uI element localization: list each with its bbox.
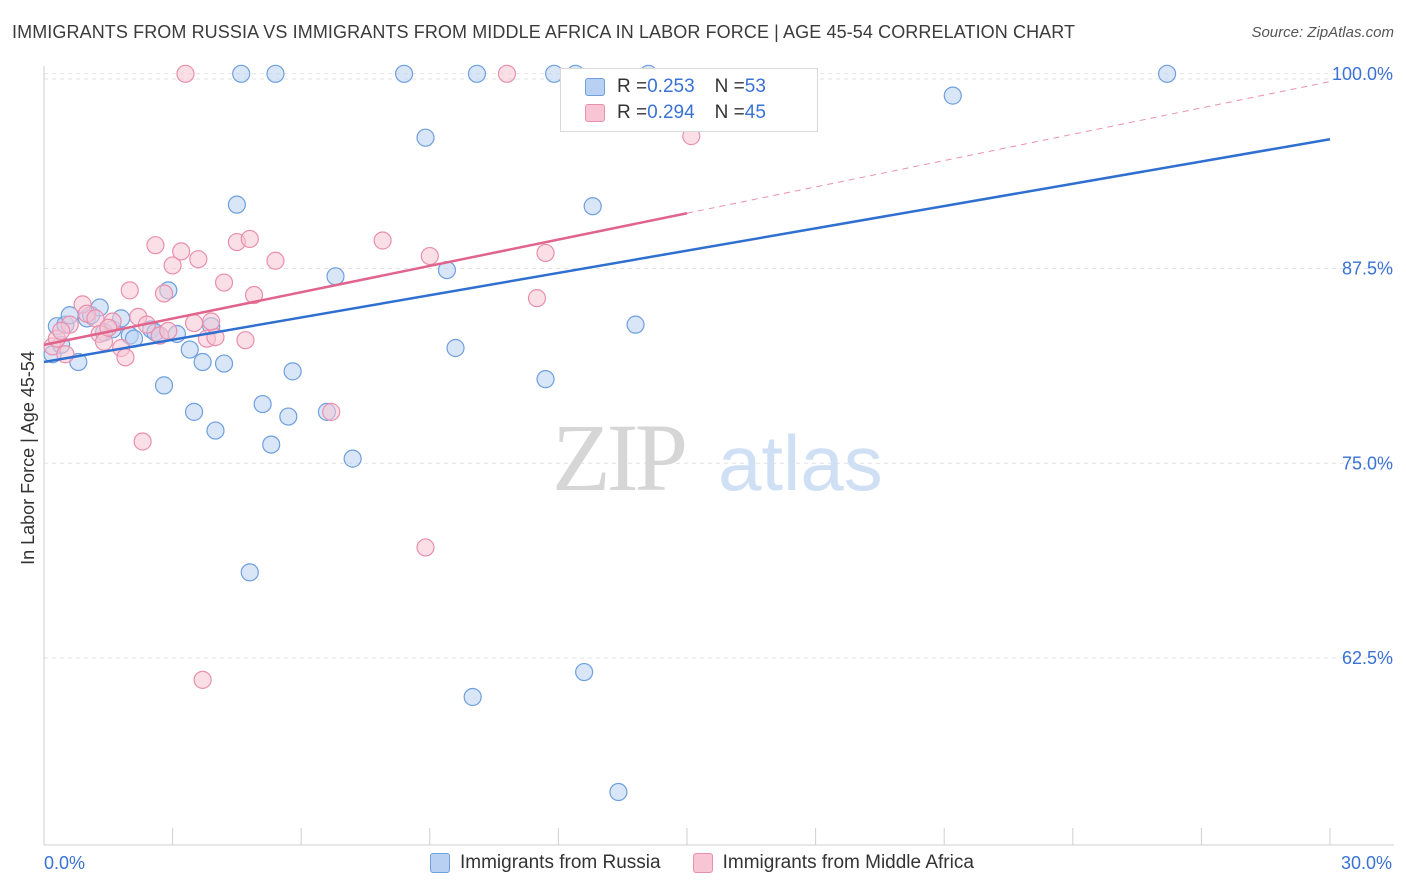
legend-n-label: N = [714, 102, 745, 123]
russia-point [1158, 64, 1177, 83]
legend-r-label: R = [617, 102, 648, 123]
africa-point [133, 432, 152, 451]
legend-r-label: R = [617, 76, 648, 97]
russia-point [463, 687, 482, 707]
russia-point [154, 376, 174, 395]
russia-point [446, 338, 465, 358]
africa-point [154, 284, 174, 303]
y-tick-label: 100.0% [1332, 64, 1393, 84]
russia-point [394, 64, 414, 83]
africa-swatch [585, 104, 605, 122]
africa-point [266, 251, 285, 270]
russia-point [206, 421, 225, 440]
russia-point [193, 352, 212, 372]
africa-point [189, 250, 208, 269]
legend-item-russia[interactable]: Immigrants from Russia [430, 852, 661, 874]
africa-point [244, 285, 264, 305]
legend-n-value-africa: 45 [744, 102, 766, 123]
y-axis-title: In Labor Force | Age 45-54 [18, 351, 38, 565]
africa-point [373, 231, 392, 250]
africa-point [527, 289, 547, 308]
africa-point [240, 229, 259, 249]
legend-row-russia: R = 0.253 N = 53 [585, 75, 766, 99]
russia-legend-label: Immigrants from Russia [460, 852, 661, 873]
russia-point [262, 435, 281, 454]
russia-point [575, 662, 594, 682]
africa-point [193, 670, 212, 689]
africa-point [214, 273, 234, 292]
russia-point [279, 407, 298, 426]
africa-point [163, 256, 182, 275]
russia-point [184, 402, 204, 421]
russia-point [536, 370, 555, 389]
russia-trend-line [43, 137, 1331, 364]
legend-r-value-africa: 0.294 [647, 102, 695, 123]
russia-point [943, 86, 962, 105]
y-tick-label: 87.5% [1342, 259, 1393, 279]
legend-r-value-russia: 0.253 [647, 76, 695, 97]
russia-point [253, 394, 272, 414]
stats-legend: R = 0.253 N = 53 R = 0.294 N = 45 [560, 68, 818, 132]
russia-swatch [585, 78, 605, 96]
russia-point [609, 782, 628, 802]
africa-point [159, 321, 178, 340]
russia-point [180, 340, 199, 359]
africa-legend-swatch [692, 853, 713, 873]
africa-point [120, 281, 139, 300]
watermark-atlas: atlas [718, 419, 883, 507]
africa-point [322, 402, 341, 421]
russia-legend-swatch [430, 853, 450, 873]
chart-title: IMMIGRANTS FROM RUSSIA VS IMMIGRANTS FRO… [12, 22, 1076, 42]
africa-point [416, 538, 435, 557]
legend-n-value-russia: 53 [744, 76, 766, 97]
africa-point [146, 236, 165, 255]
legend-n-label: N = [714, 76, 745, 97]
russia-point [416, 128, 435, 147]
y-tick-label: 62.5% [1342, 648, 1393, 668]
series-legend: Immigrants from Russia Immigrants from M… [430, 852, 1006, 874]
russia-point [266, 64, 285, 83]
legend-row-africa: R = 0.294 N = 45 [585, 101, 766, 125]
russia-point [343, 449, 362, 468]
russia-point [232, 64, 251, 83]
africa-point [176, 64, 195, 83]
africa-point [52, 321, 71, 340]
x-tick-label: 0.0% [44, 853, 85, 873]
africa-point [420, 246, 439, 266]
africa-point [236, 331, 255, 350]
y-tick-label: 75.0% [1342, 453, 1393, 473]
africa-point [497, 64, 517, 83]
russia-point [240, 563, 259, 582]
watermark-zip: ZIP [552, 404, 685, 511]
source-label: Source: ZipAtlas.com [1251, 24, 1394, 41]
africa-point [536, 243, 555, 263]
russia-point [283, 362, 302, 381]
africa-point [202, 312, 221, 331]
africa-legend-label: Immigrants from Middle Africa [722, 852, 974, 873]
russia-point [467, 64, 487, 83]
africa-point [184, 313, 204, 333]
africa-point [172, 242, 191, 261]
x-tick-label: 30.0% [1341, 853, 1392, 873]
russia-point [626, 315, 645, 334]
africa-point [116, 348, 135, 367]
russia-point [583, 197, 602, 216]
legend-item-africa[interactable]: Immigrants from Middle Africa [692, 852, 974, 874]
russia-point [326, 267, 345, 286]
russia-point [214, 354, 234, 373]
russia-point [227, 195, 246, 214]
africa-trend-line [43, 212, 688, 347]
